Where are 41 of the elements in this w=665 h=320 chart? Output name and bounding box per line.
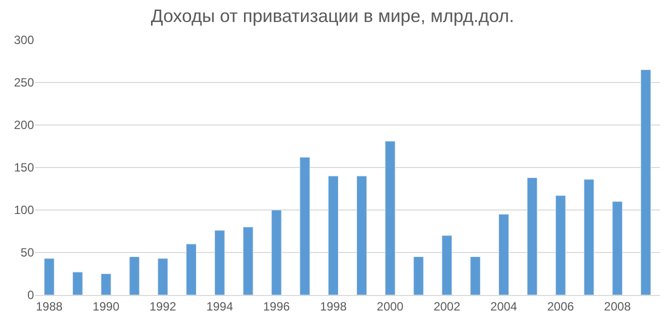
bar <box>328 176 339 295</box>
y-tick-label: 250 <box>14 76 34 90</box>
x-tick-label: 1998 <box>320 299 347 314</box>
bar <box>612 201 623 295</box>
x-tick-label: 1994 <box>206 299 234 314</box>
bar <box>242 226 254 295</box>
bar <box>44 258 54 295</box>
x-tick-label: 1992 <box>149 299 177 314</box>
bar <box>214 230 225 295</box>
bar <box>413 256 424 295</box>
bar <box>129 256 140 295</box>
x-tick-label: 2000 <box>376 299 404 314</box>
chart-title: Доходы от приватизации в мире, млрд.дол. <box>150 6 514 26</box>
bar <box>442 235 452 295</box>
x-tick-label: 2004 <box>490 299 518 314</box>
y-tick-label: 150 <box>14 160 34 175</box>
bar <box>271 210 282 295</box>
y-tick-label: 100 <box>14 203 34 218</box>
x-tick-label: 2008 <box>604 299 632 314</box>
bar <box>470 256 481 295</box>
x-tick-label: 1990 <box>92 299 120 314</box>
bar <box>72 272 83 295</box>
y-tick-label: 50 <box>20 246 34 260</box>
bar <box>640 70 652 295</box>
bar <box>356 176 367 295</box>
y-tick-label: 200 <box>14 118 34 132</box>
x-tick-label: 2006 <box>547 299 574 314</box>
y-tick-label: 300 <box>14 33 34 48</box>
bar <box>186 244 196 295</box>
x-tick-label: 1988 <box>36 299 63 314</box>
y-tick-label: 0 <box>27 288 34 302</box>
bar <box>555 195 566 295</box>
bar <box>384 140 396 295</box>
bar <box>158 258 168 295</box>
x-tick-label: 2002 <box>434 299 461 314</box>
bar <box>584 179 594 295</box>
bar <box>526 177 538 295</box>
bar <box>100 274 112 295</box>
bar <box>300 157 310 295</box>
bar <box>498 214 509 295</box>
x-tick-label: 1996 <box>263 299 290 314</box>
